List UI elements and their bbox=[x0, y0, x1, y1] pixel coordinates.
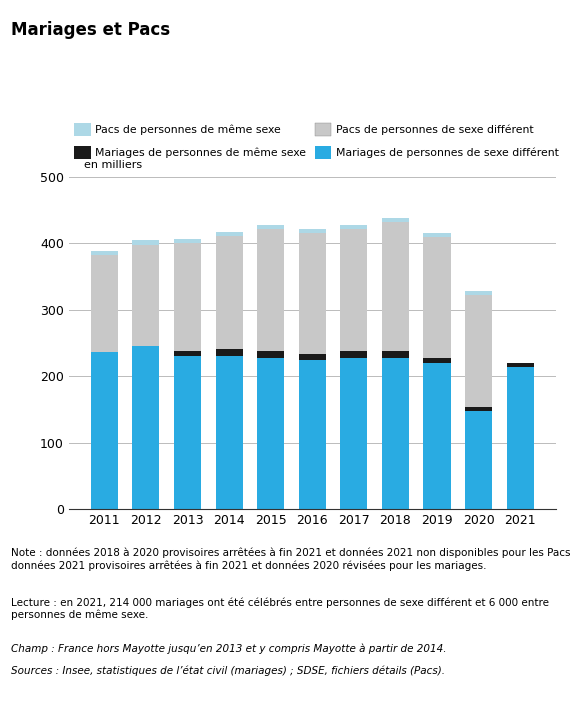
Bar bbox=[132, 240, 159, 245]
Bar bbox=[340, 351, 367, 358]
Bar bbox=[382, 358, 409, 509]
Bar bbox=[215, 236, 242, 349]
Bar bbox=[257, 229, 284, 351]
Text: Champ : France hors Mayotte jusqu’en 2013 et y compris Mayotte à partir de 2014.: Champ : France hors Mayotte jusqu’en 201… bbox=[11, 643, 447, 654]
Bar bbox=[382, 218, 409, 222]
Bar bbox=[423, 233, 450, 237]
Bar bbox=[340, 226, 367, 229]
Bar bbox=[507, 367, 533, 509]
Bar bbox=[465, 411, 492, 509]
Bar bbox=[340, 358, 367, 509]
Bar bbox=[215, 349, 242, 356]
Bar bbox=[507, 363, 533, 367]
Bar bbox=[465, 295, 492, 407]
Bar bbox=[257, 226, 284, 229]
Bar bbox=[91, 255, 118, 352]
Bar bbox=[382, 351, 409, 358]
Bar bbox=[299, 354, 326, 359]
Bar bbox=[132, 245, 159, 346]
Bar bbox=[340, 229, 367, 351]
Text: Note : données 2018 à 2020 provisoires arrêtées à fin 2021 et données 2021 non d: Note : données 2018 à 2020 provisoires a… bbox=[11, 548, 573, 571]
Bar bbox=[299, 359, 326, 509]
Bar bbox=[299, 228, 326, 233]
Text: Sources : Insee, statistiques de l’état civil (mariages) ; SDSE, fichiers détail: Sources : Insee, statistiques de l’état … bbox=[11, 666, 445, 677]
Bar bbox=[465, 407, 492, 411]
Bar bbox=[423, 363, 450, 509]
Bar bbox=[423, 237, 450, 358]
Text: Mariages de personnes de même sexe: Mariages de personnes de même sexe bbox=[95, 148, 306, 158]
Text: Mariages de personnes de sexe différent: Mariages de personnes de sexe différent bbox=[336, 148, 559, 158]
Bar bbox=[132, 346, 159, 509]
Bar bbox=[215, 232, 242, 236]
Bar bbox=[465, 291, 492, 295]
Bar bbox=[215, 356, 242, 509]
Bar bbox=[299, 233, 326, 354]
Bar bbox=[423, 358, 450, 363]
Bar bbox=[257, 351, 284, 358]
Bar bbox=[174, 351, 201, 356]
Text: Lecture : en 2021, 214 000 mariages ont été célébrés entre personnes de sexe dif: Lecture : en 2021, 214 000 mariages ont … bbox=[11, 597, 550, 620]
Bar bbox=[174, 239, 201, 243]
Bar bbox=[91, 250, 118, 255]
Bar bbox=[382, 222, 409, 351]
Text: Mariages et Pacs: Mariages et Pacs bbox=[11, 21, 171, 39]
Bar bbox=[91, 352, 118, 509]
Text: Pacs de personnes de sexe différent: Pacs de personnes de sexe différent bbox=[336, 124, 533, 134]
Bar bbox=[174, 356, 201, 509]
Bar bbox=[174, 243, 201, 351]
Text: Pacs de personnes de même sexe: Pacs de personnes de même sexe bbox=[95, 124, 281, 134]
Text: en milliers: en milliers bbox=[84, 160, 142, 170]
Bar bbox=[257, 358, 284, 509]
